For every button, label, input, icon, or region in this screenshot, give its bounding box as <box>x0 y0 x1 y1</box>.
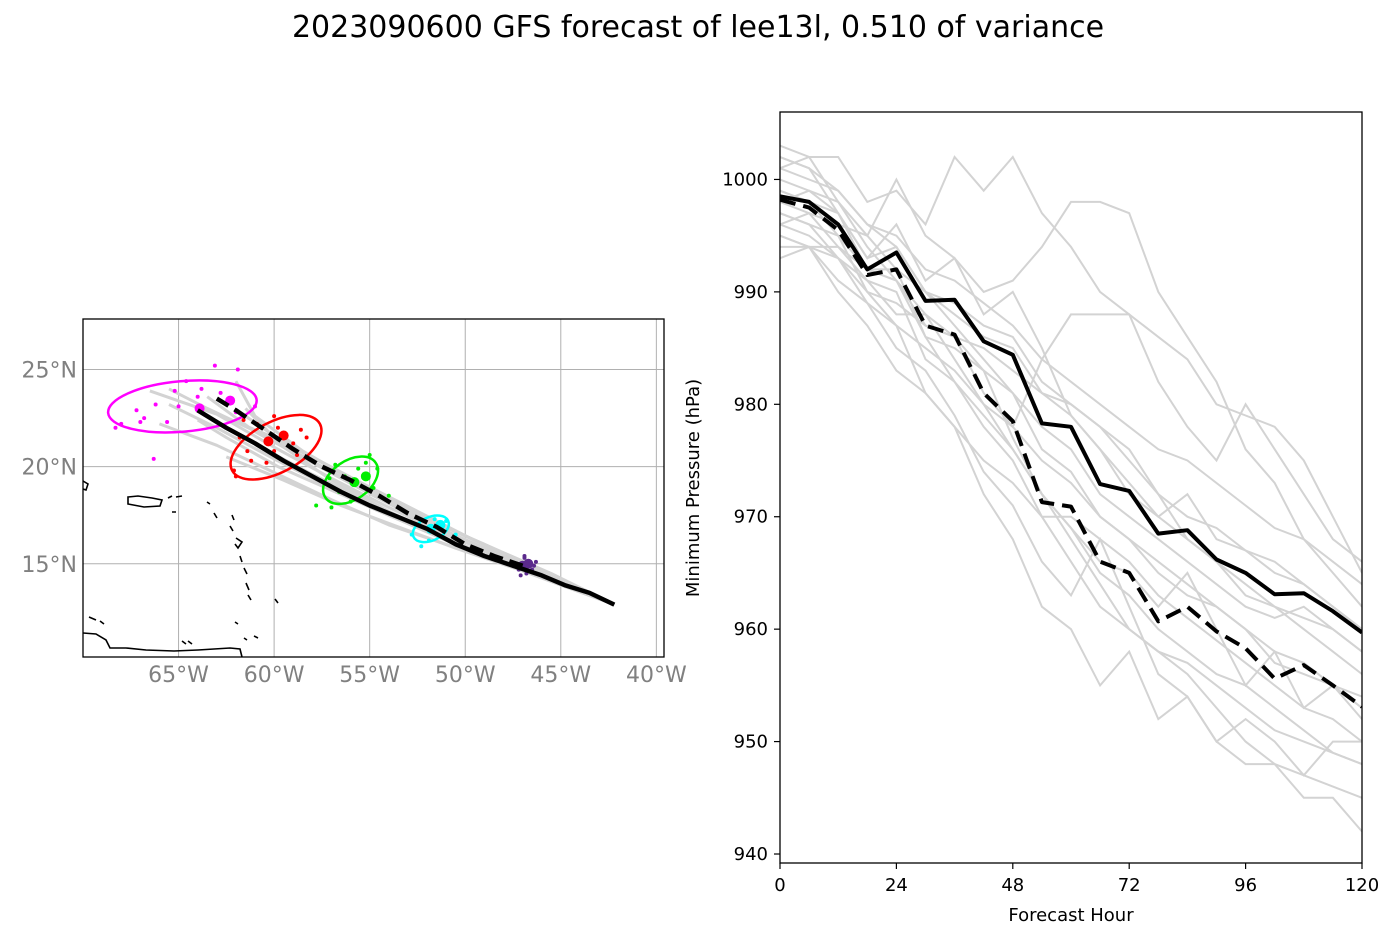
ensemble-position-point <box>231 468 236 473</box>
ensemble-position-point <box>134 408 139 413</box>
ensemble-position-point <box>151 456 156 461</box>
ensemble-position-point <box>176 404 181 409</box>
ensemble-position-point <box>363 460 368 465</box>
coastline-islands-south <box>88 616 193 645</box>
ensemble-position-point <box>275 425 280 430</box>
map-xtick-label: 65°W <box>148 663 209 688</box>
ensemble-position-point <box>249 458 254 463</box>
ensemble-position-point <box>291 441 296 446</box>
mean-tracks <box>196 396 616 607</box>
ensemble-position-point <box>375 466 380 471</box>
ensemble-position-point <box>329 505 334 510</box>
ensemble-position-point <box>518 573 523 578</box>
coastline-lesser-antilles <box>206 501 279 641</box>
coastline-hispaniola-edge <box>83 480 89 492</box>
map-xtick-label: 60°W <box>244 663 305 688</box>
ensemble-position-point <box>218 390 223 395</box>
ensemble-position-point <box>419 544 424 549</box>
ensemble-position-point <box>153 402 158 407</box>
ensemble-position-point <box>235 367 240 372</box>
ensemble-position-point <box>444 519 449 524</box>
ensemble-position-point <box>264 460 269 465</box>
spread-ellipse-72h <box>321 455 380 506</box>
ensemble-position-point <box>119 421 124 426</box>
ensemble-position-point <box>195 394 200 399</box>
map-tick-labels: 65°W 60°W 55°W 50°W 45°W 40°W 15°N 20°N 25°N <box>22 359 687 688</box>
coastline-south-america <box>83 632 243 657</box>
ensemble-position-point <box>172 388 177 393</box>
ensemble-tracks <box>149 380 615 607</box>
ensemble-position-point <box>371 486 376 490</box>
map-xtick-label: 45°W <box>530 663 591 688</box>
ensemble-position-point <box>333 462 338 467</box>
ensemble-position-point <box>295 452 300 457</box>
ensemble-position-point <box>348 499 353 504</box>
map-frame <box>82 318 665 658</box>
spread-ellipse-120h <box>106 379 258 434</box>
map-xtick-label: 55°W <box>339 663 400 688</box>
ensemble-position-point <box>356 466 361 471</box>
ensemble-position-point <box>165 419 170 424</box>
ensemble-position-point <box>142 416 147 421</box>
ensemble-position-point <box>212 363 217 368</box>
spread-ellipse-48h <box>411 514 451 544</box>
map-xtick-label: 40°W <box>626 663 687 688</box>
cluster-mean-point <box>360 471 371 482</box>
cluster-mean-point <box>263 436 274 447</box>
map-xtick-label: 50°W <box>435 663 496 688</box>
ensemble-position-point <box>113 425 118 430</box>
cluster-mean-point <box>278 430 289 441</box>
ensemble-position-point <box>426 538 431 543</box>
ensemble-position-point <box>233 474 238 479</box>
ensemble-position-point <box>241 418 246 423</box>
coastline-virgin-islands <box>167 495 183 513</box>
map-ytick-label: 15°N <box>22 553 77 578</box>
coastlines <box>83 480 279 657</box>
ensemble-position-point <box>272 414 277 419</box>
ensemble-position-point <box>298 427 303 432</box>
ensemble-track <box>225 416 615 606</box>
figure-title: 2023090600 GFS forecast of lee13l, 0.510… <box>291 10 1105 45</box>
cluster-mean-point <box>523 558 534 569</box>
ensemble-position-point <box>533 559 538 564</box>
ensemble-position-point <box>245 449 250 454</box>
ensemble-position-point <box>314 503 319 508</box>
ensemble-position-point <box>199 386 204 391</box>
ensemble-position-point <box>409 532 414 537</box>
ensemble-track <box>244 407 615 606</box>
mean-track-dashed <box>215 396 524 568</box>
map-ytick-label: 20°N <box>22 456 77 481</box>
ensemble-position-point <box>522 553 527 558</box>
map-ytick-label: 25°N <box>22 359 77 384</box>
ensemble-position-point <box>367 452 372 457</box>
ensemble-position-point <box>184 379 189 384</box>
ensemble-position-point <box>304 435 309 440</box>
coastline-puerto-rico <box>127 495 164 508</box>
spread-ellipses <box>106 379 451 544</box>
ensemble-position-point <box>327 476 332 481</box>
ensemble-position-point <box>386 493 391 498</box>
ensemble-position-point <box>432 517 437 522</box>
mean-track-solid <box>196 408 616 607</box>
ensemble-position-point <box>253 404 258 409</box>
ensemble-position-point <box>138 419 143 424</box>
